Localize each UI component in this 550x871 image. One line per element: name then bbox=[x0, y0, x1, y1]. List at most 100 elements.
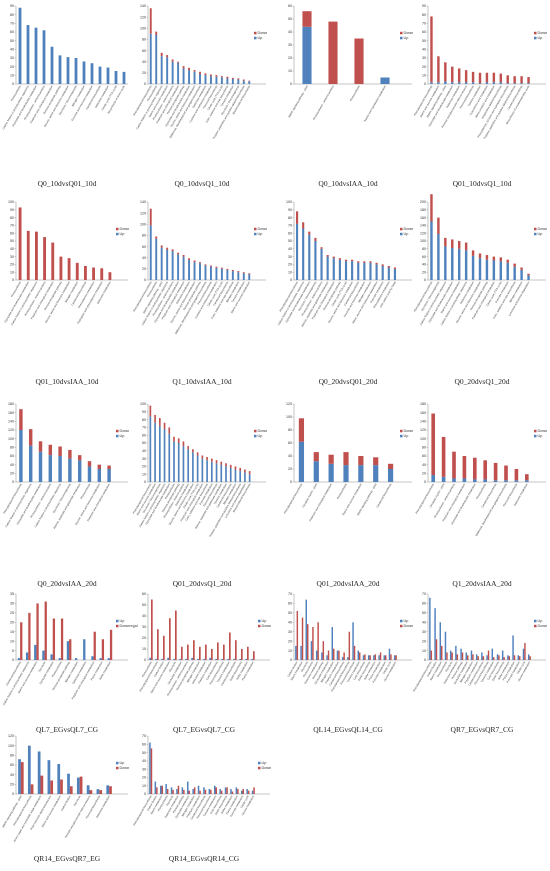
y-tick-label: 80 bbox=[142, 38, 146, 42]
category-label: Citrate cycle bbox=[239, 794, 250, 809]
bar-up bbox=[251, 790, 254, 794]
bar-down bbox=[446, 652, 448, 660]
y-tick-label: 10 bbox=[288, 649, 292, 653]
chart-title: QL14_EGvsQL14_CG bbox=[313, 725, 383, 734]
bar-up bbox=[188, 70, 191, 84]
bar-down bbox=[59, 256, 63, 280]
chart-title: QR14_EGvsQR7_EG bbox=[34, 854, 101, 863]
y-tick-label: 60 bbox=[288, 4, 292, 8]
y-tick-label: 90 bbox=[10, 208, 14, 212]
category-label: Citrate cycle bbox=[515, 660, 526, 675]
legend-label-up: Up bbox=[404, 232, 409, 236]
bar-down bbox=[36, 603, 39, 660]
bar-up bbox=[444, 81, 447, 84]
bar-up bbox=[251, 658, 253, 660]
bar-up bbox=[209, 76, 212, 84]
bar-down bbox=[28, 612, 31, 660]
category-label: Phenylpropanoid biosynthesis bbox=[2, 482, 23, 514]
bar-up bbox=[326, 256, 329, 280]
bar-up bbox=[242, 80, 245, 84]
bar-down bbox=[34, 231, 38, 280]
y-tick-label: 30 bbox=[10, 602, 14, 606]
bar-down bbox=[451, 239, 454, 249]
bar-down bbox=[193, 787, 196, 794]
bar-down bbox=[173, 436, 175, 442]
y-tick-label: 40 bbox=[288, 247, 292, 251]
bar-up bbox=[86, 785, 90, 794]
bar-down bbox=[307, 624, 309, 660]
y-tick-label: 10 bbox=[142, 647, 146, 651]
bar-down bbox=[520, 76, 523, 84]
bar-down bbox=[69, 786, 73, 794]
legend-swatch-up bbox=[400, 434, 403, 438]
bar-down bbox=[206, 457, 208, 461]
bar-down bbox=[38, 441, 43, 452]
bar-up bbox=[155, 34, 158, 84]
bar-down bbox=[237, 78, 240, 80]
bar-down bbox=[40, 775, 44, 794]
bar-up bbox=[462, 478, 467, 482]
y-tick-label: 80 bbox=[288, 216, 292, 220]
bar-up bbox=[248, 474, 251, 482]
bar-down bbox=[209, 265, 212, 267]
bar-up bbox=[431, 475, 436, 482]
bar-up bbox=[220, 464, 223, 482]
y-tick-label: 50 bbox=[142, 603, 146, 607]
bar-up bbox=[455, 645, 457, 660]
y-tick-label: 0 bbox=[144, 278, 146, 282]
legend-label-down: Down bbox=[404, 227, 414, 231]
bar-down bbox=[193, 640, 195, 660]
y-tick-label: 10 bbox=[142, 784, 146, 788]
y-tick-label: 20 bbox=[10, 65, 14, 69]
bar-down bbox=[298, 418, 305, 442]
bar-up bbox=[362, 655, 365, 660]
legend-label-up: Up bbox=[258, 434, 263, 438]
category-label: Taurine and hypotaurine metabolism bbox=[362, 85, 386, 123]
y-tick-label: 100 bbox=[286, 415, 292, 419]
bar-up bbox=[367, 655, 370, 660]
bar-down bbox=[229, 632, 231, 660]
legend-label-down: Down bbox=[538, 31, 548, 35]
bar-down bbox=[210, 458, 213, 462]
bar-up bbox=[18, 759, 21, 794]
bar-down bbox=[177, 61, 180, 63]
y-tick-label: 80 bbox=[10, 754, 14, 758]
chart-title: Q0_10dvsQ1_10d bbox=[174, 179, 229, 188]
bar-up bbox=[173, 441, 175, 482]
bar-down bbox=[172, 789, 174, 794]
bar-down bbox=[223, 644, 225, 660]
y-tick-label: 200 bbox=[420, 200, 426, 204]
bar-up bbox=[310, 641, 313, 660]
bar-down bbox=[211, 649, 213, 660]
bar-up bbox=[393, 269, 397, 280]
y-tick-label: 10 bbox=[422, 649, 426, 653]
bar-down bbox=[513, 655, 516, 660]
legend-label-up: Up bbox=[258, 36, 263, 40]
bar-down bbox=[209, 74, 212, 77]
y-tick-label: 60 bbox=[10, 30, 14, 34]
bar-up bbox=[155, 658, 157, 660]
bar-down bbox=[430, 16, 433, 83]
bar-down bbox=[171, 59, 174, 62]
bar-up bbox=[107, 658, 110, 660]
bar-up bbox=[506, 262, 509, 280]
bar-down bbox=[149, 208, 152, 226]
y-tick-label: 70 bbox=[10, 224, 14, 228]
bar-down bbox=[231, 791, 234, 794]
y-tick-label: 30 bbox=[422, 630, 426, 634]
bar-up bbox=[66, 641, 70, 660]
y-tick-label: 20 bbox=[288, 467, 292, 471]
legend-label-up: Up bbox=[262, 619, 267, 623]
legend-label-down: Down bbox=[538, 227, 548, 231]
chart-title: QR14_EGvsQR14_CG bbox=[169, 854, 240, 863]
bar-down bbox=[353, 645, 356, 660]
bar-up bbox=[504, 480, 508, 482]
bar-up bbox=[464, 82, 468, 84]
y-tick-label: 20 bbox=[142, 636, 146, 640]
bar-up bbox=[527, 275, 530, 280]
bar-up bbox=[524, 480, 529, 482]
bar-up bbox=[197, 658, 199, 660]
bar-down bbox=[375, 262, 378, 265]
bar-up bbox=[107, 469, 111, 482]
